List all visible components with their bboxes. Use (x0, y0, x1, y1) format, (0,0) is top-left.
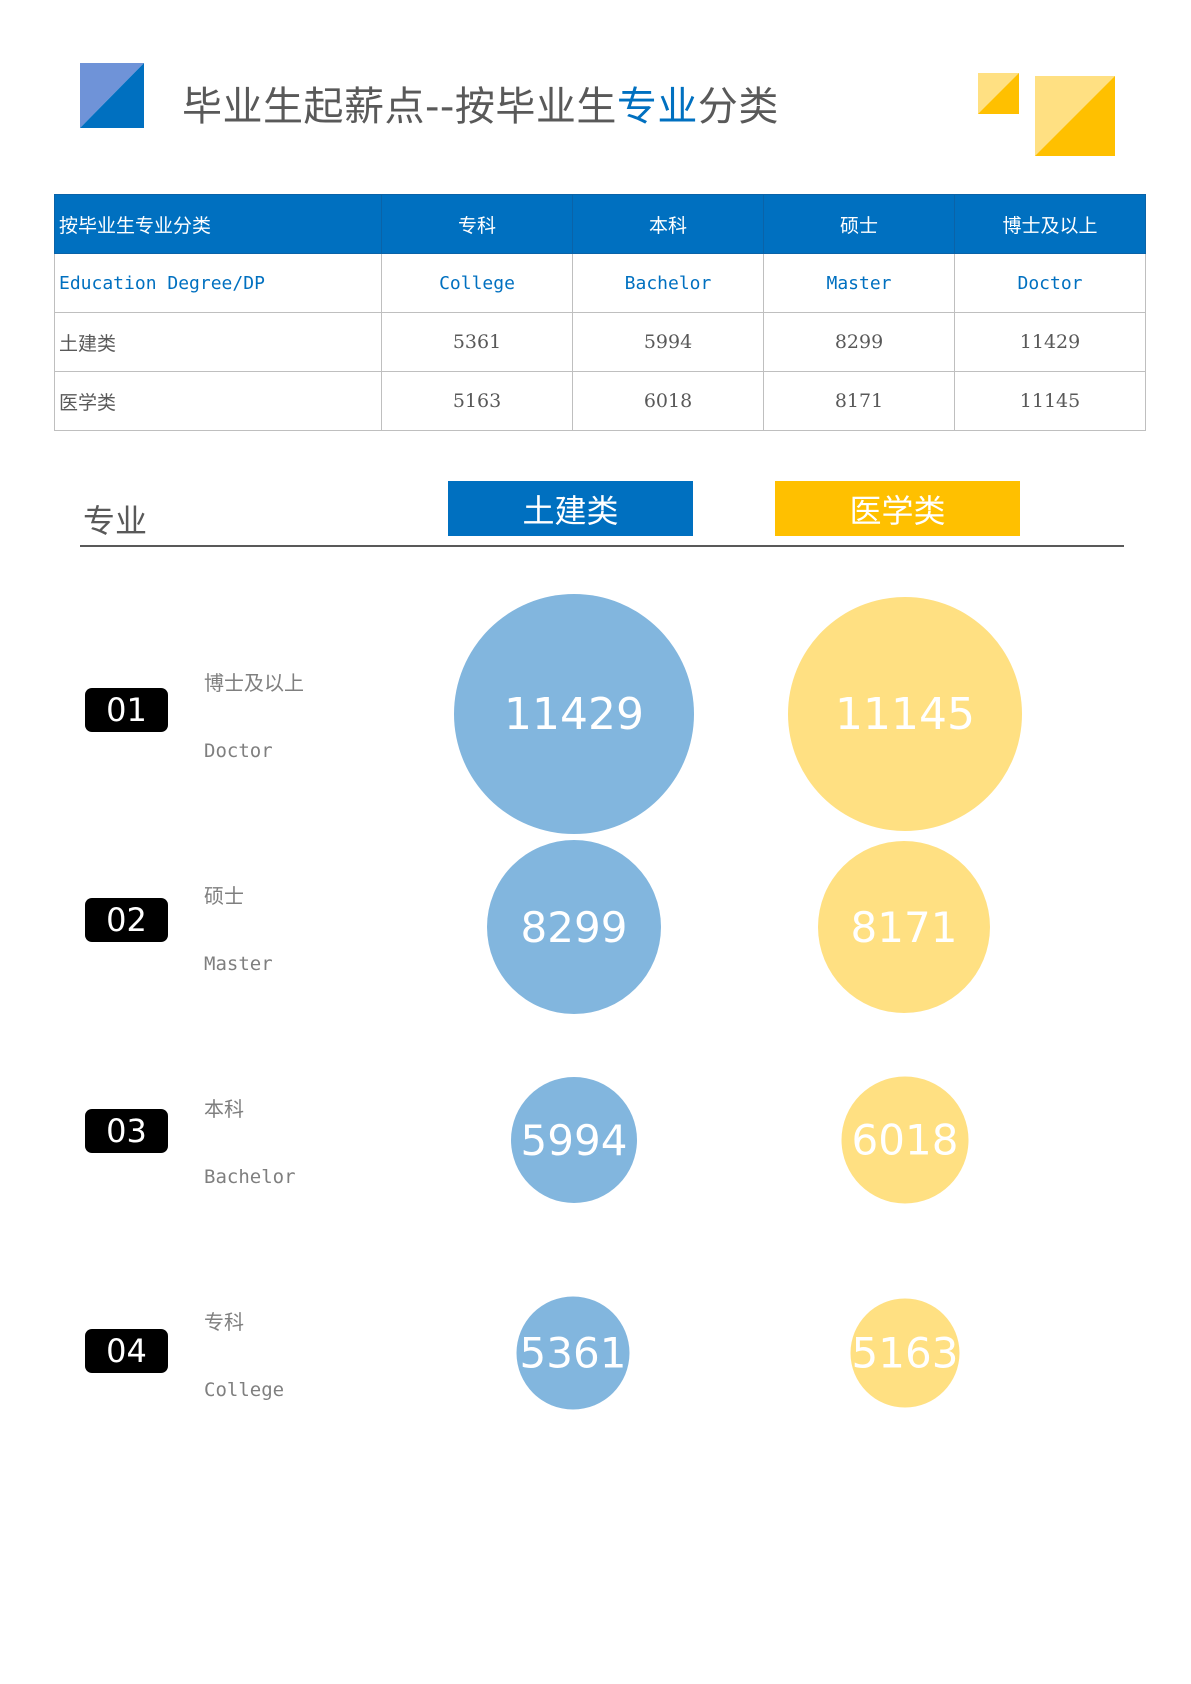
degree-label-cn: 硕士 (204, 884, 244, 908)
bubble-medical: 5163 (850, 1298, 960, 1408)
table-header-cell: 博士及以上 (954, 194, 1146, 254)
degree-label-en: Doctor (204, 740, 273, 762)
table-cell: 11145 (954, 371, 1146, 431)
bubble-civil: 11429 (454, 594, 694, 834)
table-subheader-cell: Master (763, 253, 955, 313)
corner-decoration-icon (978, 73, 1115, 156)
category-label: 专业 (83, 502, 148, 540)
table-cell: 11429 (954, 312, 1146, 372)
table-subheader-cell: Doctor (954, 253, 1146, 313)
bubble-civil: 5994 (511, 1077, 637, 1203)
table-cell: 5994 (572, 312, 764, 372)
header-logo-icon (80, 63, 144, 128)
table-cell: 医学类 (54, 371, 382, 431)
degree-label-cn: 本科 (204, 1097, 244, 1121)
row-badge: 01 (85, 688, 168, 732)
bubble-medical: 11145 (788, 597, 1022, 831)
table-subheader-cell: College (381, 253, 573, 313)
row-badge: 03 (85, 1109, 168, 1153)
table-cell: 8299 (763, 312, 955, 372)
legend-medical: 医学类 (775, 481, 1020, 536)
bubble-medical: 6018 (841, 1076, 969, 1204)
table-header-cell: 硕士 (763, 194, 955, 254)
table-header-row: 按毕业生专业分类 专科 本科 硕士 博士及以上 (54, 194, 1146, 254)
divider (80, 545, 1124, 547)
table-cell: 5361 (381, 312, 573, 372)
degree-label-en: College (204, 1379, 285, 1401)
bubble-medical: 8171 (818, 841, 990, 1013)
row-badge: 04 (85, 1329, 168, 1373)
table-header-cell: 本科 (572, 194, 764, 254)
table-cell: 6018 (572, 371, 764, 431)
table-cell: 5163 (381, 371, 573, 431)
table-subheader-row: Education Degree/DP College Bachelor Mas… (54, 253, 1146, 313)
table-cell: 土建类 (54, 312, 382, 372)
degree-label-en: Bachelor (204, 1166, 296, 1188)
table-row: 医学类 5163 6018 8171 11145 (54, 371, 1146, 431)
degree-label-cn: 专科 (204, 1310, 244, 1334)
bubble-civil: 8299 (487, 840, 661, 1014)
salary-table: 按毕业生专业分类 专科 本科 硕士 博士及以上 Education Degree… (54, 194, 1146, 431)
legend-civil: 土建类 (448, 481, 693, 536)
table-header-cell: 专科 (381, 194, 573, 254)
table-subheader-cell: Education Degree/DP (54, 253, 382, 313)
bubble-civil: 5361 (516, 1296, 630, 1410)
table-row: 土建类 5361 5994 8299 11429 (54, 312, 1146, 372)
degree-label-en: Master (204, 953, 273, 975)
table-subheader-cell: Bachelor (572, 253, 764, 313)
table-header-cell: 按毕业生专业分类 (54, 194, 382, 254)
degree-label-cn: 博士及以上 (204, 671, 304, 695)
page-title: 毕业生起薪点--按毕业生专业分类 (182, 84, 779, 130)
table-cell: 8171 (763, 371, 955, 431)
row-badge: 02 (85, 898, 168, 942)
